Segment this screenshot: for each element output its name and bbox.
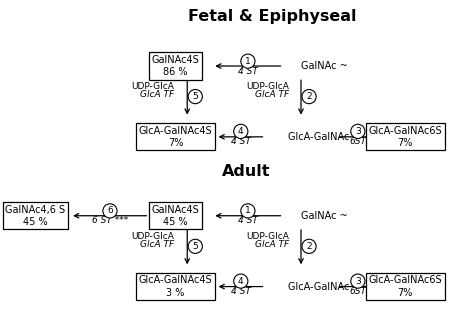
Text: GlcA TF: GlcA TF <box>255 90 289 99</box>
Text: 4: 4 <box>238 127 244 136</box>
Text: 4 ST: 4 ST <box>231 137 251 147</box>
Ellipse shape <box>302 239 316 253</box>
Text: UDP-GlcA: UDP-GlcA <box>132 232 174 241</box>
Text: GalNAc4S
45 %: GalNAc4S 45 % <box>152 204 199 227</box>
Text: 4 ST: 4 ST <box>238 67 258 76</box>
Text: GalNAc4S
86 %: GalNAc4S 86 % <box>152 55 199 77</box>
Text: 2: 2 <box>306 242 312 251</box>
Ellipse shape <box>241 54 255 68</box>
Text: GalNAc ~: GalNAc ~ <box>301 211 348 221</box>
Text: 6ST: 6ST <box>349 287 366 296</box>
Ellipse shape <box>351 274 365 288</box>
Text: 4 ST: 4 ST <box>238 216 258 225</box>
Text: UDP-GlcA: UDP-GlcA <box>246 232 289 241</box>
Text: 2: 2 <box>306 92 312 101</box>
Text: 3: 3 <box>355 127 361 136</box>
Ellipse shape <box>234 274 248 288</box>
Text: GlcA-GalNAc ~: GlcA-GalNAc ~ <box>288 281 361 292</box>
Text: 1: 1 <box>245 206 251 215</box>
Text: GlcA-GalNAc4S
7%: GlcA-GalNAc4S 7% <box>138 126 212 148</box>
Text: GalNAc ~: GalNAc ~ <box>301 61 348 71</box>
Text: UDP-GlcA: UDP-GlcA <box>246 82 289 91</box>
Text: GlcA-GalNAc6S
7%: GlcA-GalNAc6S 7% <box>368 275 442 298</box>
Text: GalNAc4,6 S
45 %: GalNAc4,6 S 45 % <box>6 204 65 227</box>
Ellipse shape <box>351 124 365 138</box>
Text: 6: 6 <box>107 206 113 215</box>
Ellipse shape <box>103 204 117 218</box>
Text: UDP-GlcA: UDP-GlcA <box>132 82 174 91</box>
Text: Fetal & Epiphyseal: Fetal & Epiphyseal <box>188 9 357 24</box>
Text: GlcA-GalNAc6S
7%: GlcA-GalNAc6S 7% <box>368 126 442 148</box>
Text: GlcA TF: GlcA TF <box>140 90 174 99</box>
Text: 1: 1 <box>245 57 251 66</box>
Text: Adult: Adult <box>222 164 271 179</box>
Ellipse shape <box>188 90 202 104</box>
Text: 4: 4 <box>238 277 244 286</box>
Text: 5: 5 <box>192 92 198 101</box>
Ellipse shape <box>234 124 248 138</box>
Text: GlcA-GalNAc ~: GlcA-GalNAc ~ <box>288 132 361 142</box>
Text: GlcA TF: GlcA TF <box>255 240 289 249</box>
Text: 6ST: 6ST <box>349 137 366 147</box>
Text: GlcA-GalNAc4S
3 %: GlcA-GalNAc4S 3 % <box>138 275 212 298</box>
Text: GlcA TF: GlcA TF <box>140 240 174 249</box>
Text: 4 ST: 4 ST <box>231 287 251 296</box>
Text: 6 ST ***: 6 ST *** <box>92 216 128 225</box>
Ellipse shape <box>241 204 255 218</box>
Ellipse shape <box>302 90 316 104</box>
Text: 3: 3 <box>355 277 361 286</box>
Text: 5: 5 <box>192 242 198 251</box>
Ellipse shape <box>188 239 202 253</box>
